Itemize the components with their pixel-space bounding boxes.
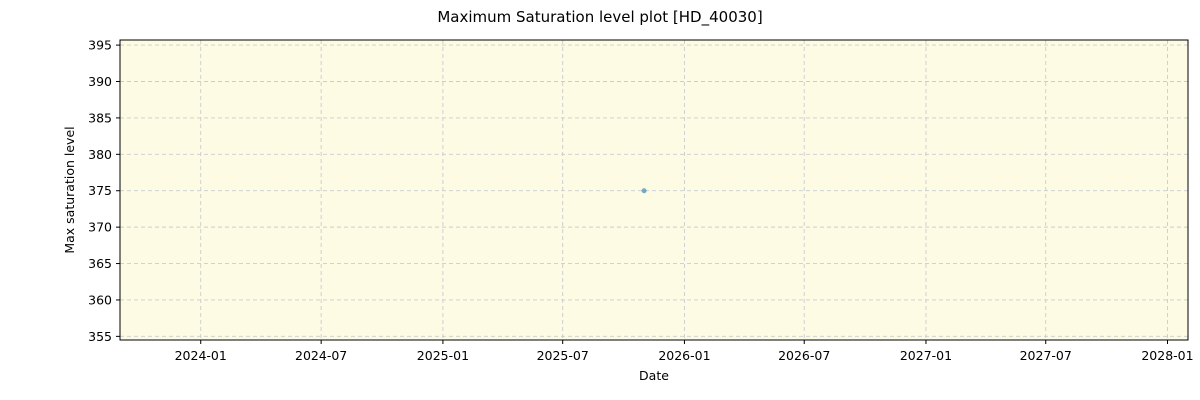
y-tick-label: 365 [88, 256, 112, 271]
y-tick-label: 380 [88, 147, 112, 162]
x-tick-label: 2027-07 [1020, 348, 1072, 363]
y-axis-label: Max saturation level [62, 126, 77, 253]
x-tick-label: 2026-07 [778, 348, 830, 363]
y-tick-label: 355 [88, 329, 112, 344]
y-tick-label: 375 [88, 183, 112, 198]
x-tick-label: 2026-01 [658, 348, 710, 363]
x-tick-label: 2024-01 [175, 348, 227, 363]
x-axis-label: Date [639, 368, 669, 383]
data-point [641, 188, 647, 194]
x-tick-label: 2024-07 [295, 348, 347, 363]
x-tick-label: 2027-01 [900, 348, 952, 363]
y-tick-label: 360 [88, 292, 112, 307]
plot-frame [119, 39, 1189, 341]
plot-area [120, 40, 1188, 340]
y-tick-label: 390 [88, 74, 112, 89]
x-tick-label: 2025-07 [537, 348, 589, 363]
y-tick-label: 395 [88, 38, 112, 53]
x-tick-label: 2025-01 [417, 348, 469, 363]
y-tick-label: 385 [88, 110, 112, 125]
chart-title: Maximum Saturation level plot [HD_40030] [437, 8, 762, 27]
x-tick-label: 2028-01 [1141, 348, 1193, 363]
y-tick-label: 370 [88, 220, 112, 235]
